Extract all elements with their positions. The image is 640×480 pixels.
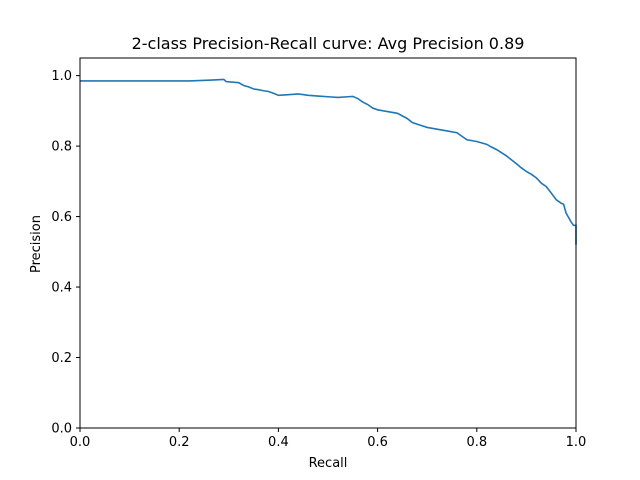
y-tick-label: 0.8 — [51, 140, 72, 155]
x-tick-label: 0.2 — [169, 435, 190, 450]
y-axis-label: Precision — [29, 215, 44, 273]
y-tick-label: 0.2 — [51, 351, 72, 366]
x-tick-label: 0.6 — [367, 435, 388, 450]
precision-recall-curve — [80, 78, 577, 245]
chart-title: 2-class Precision-Recall curve: Avg Prec… — [132, 34, 525, 53]
plot-frame — [79, 57, 577, 429]
x-axis: 0.0 0.2 0.4 0.6 0.8 1.0 — [70, 428, 587, 450]
x-axis-label: Recall — [309, 456, 348, 471]
x-tick-label: 1.0 — [566, 435, 587, 450]
y-tick-label: 1.0 — [51, 69, 72, 84]
y-tick-label: 0.4 — [51, 281, 72, 296]
plot-area — [79, 57, 577, 429]
x-tick-label: 0.8 — [466, 435, 487, 450]
x-tick-label: 0.4 — [268, 435, 289, 450]
y-axis: 0.0 0.2 0.4 0.6 0.8 1.0 — [51, 69, 80, 437]
y-tick-label: 0.0 — [51, 422, 72, 437]
x-tick-label: 0.0 — [70, 435, 91, 450]
y-tick-label: 0.6 — [51, 210, 72, 225]
